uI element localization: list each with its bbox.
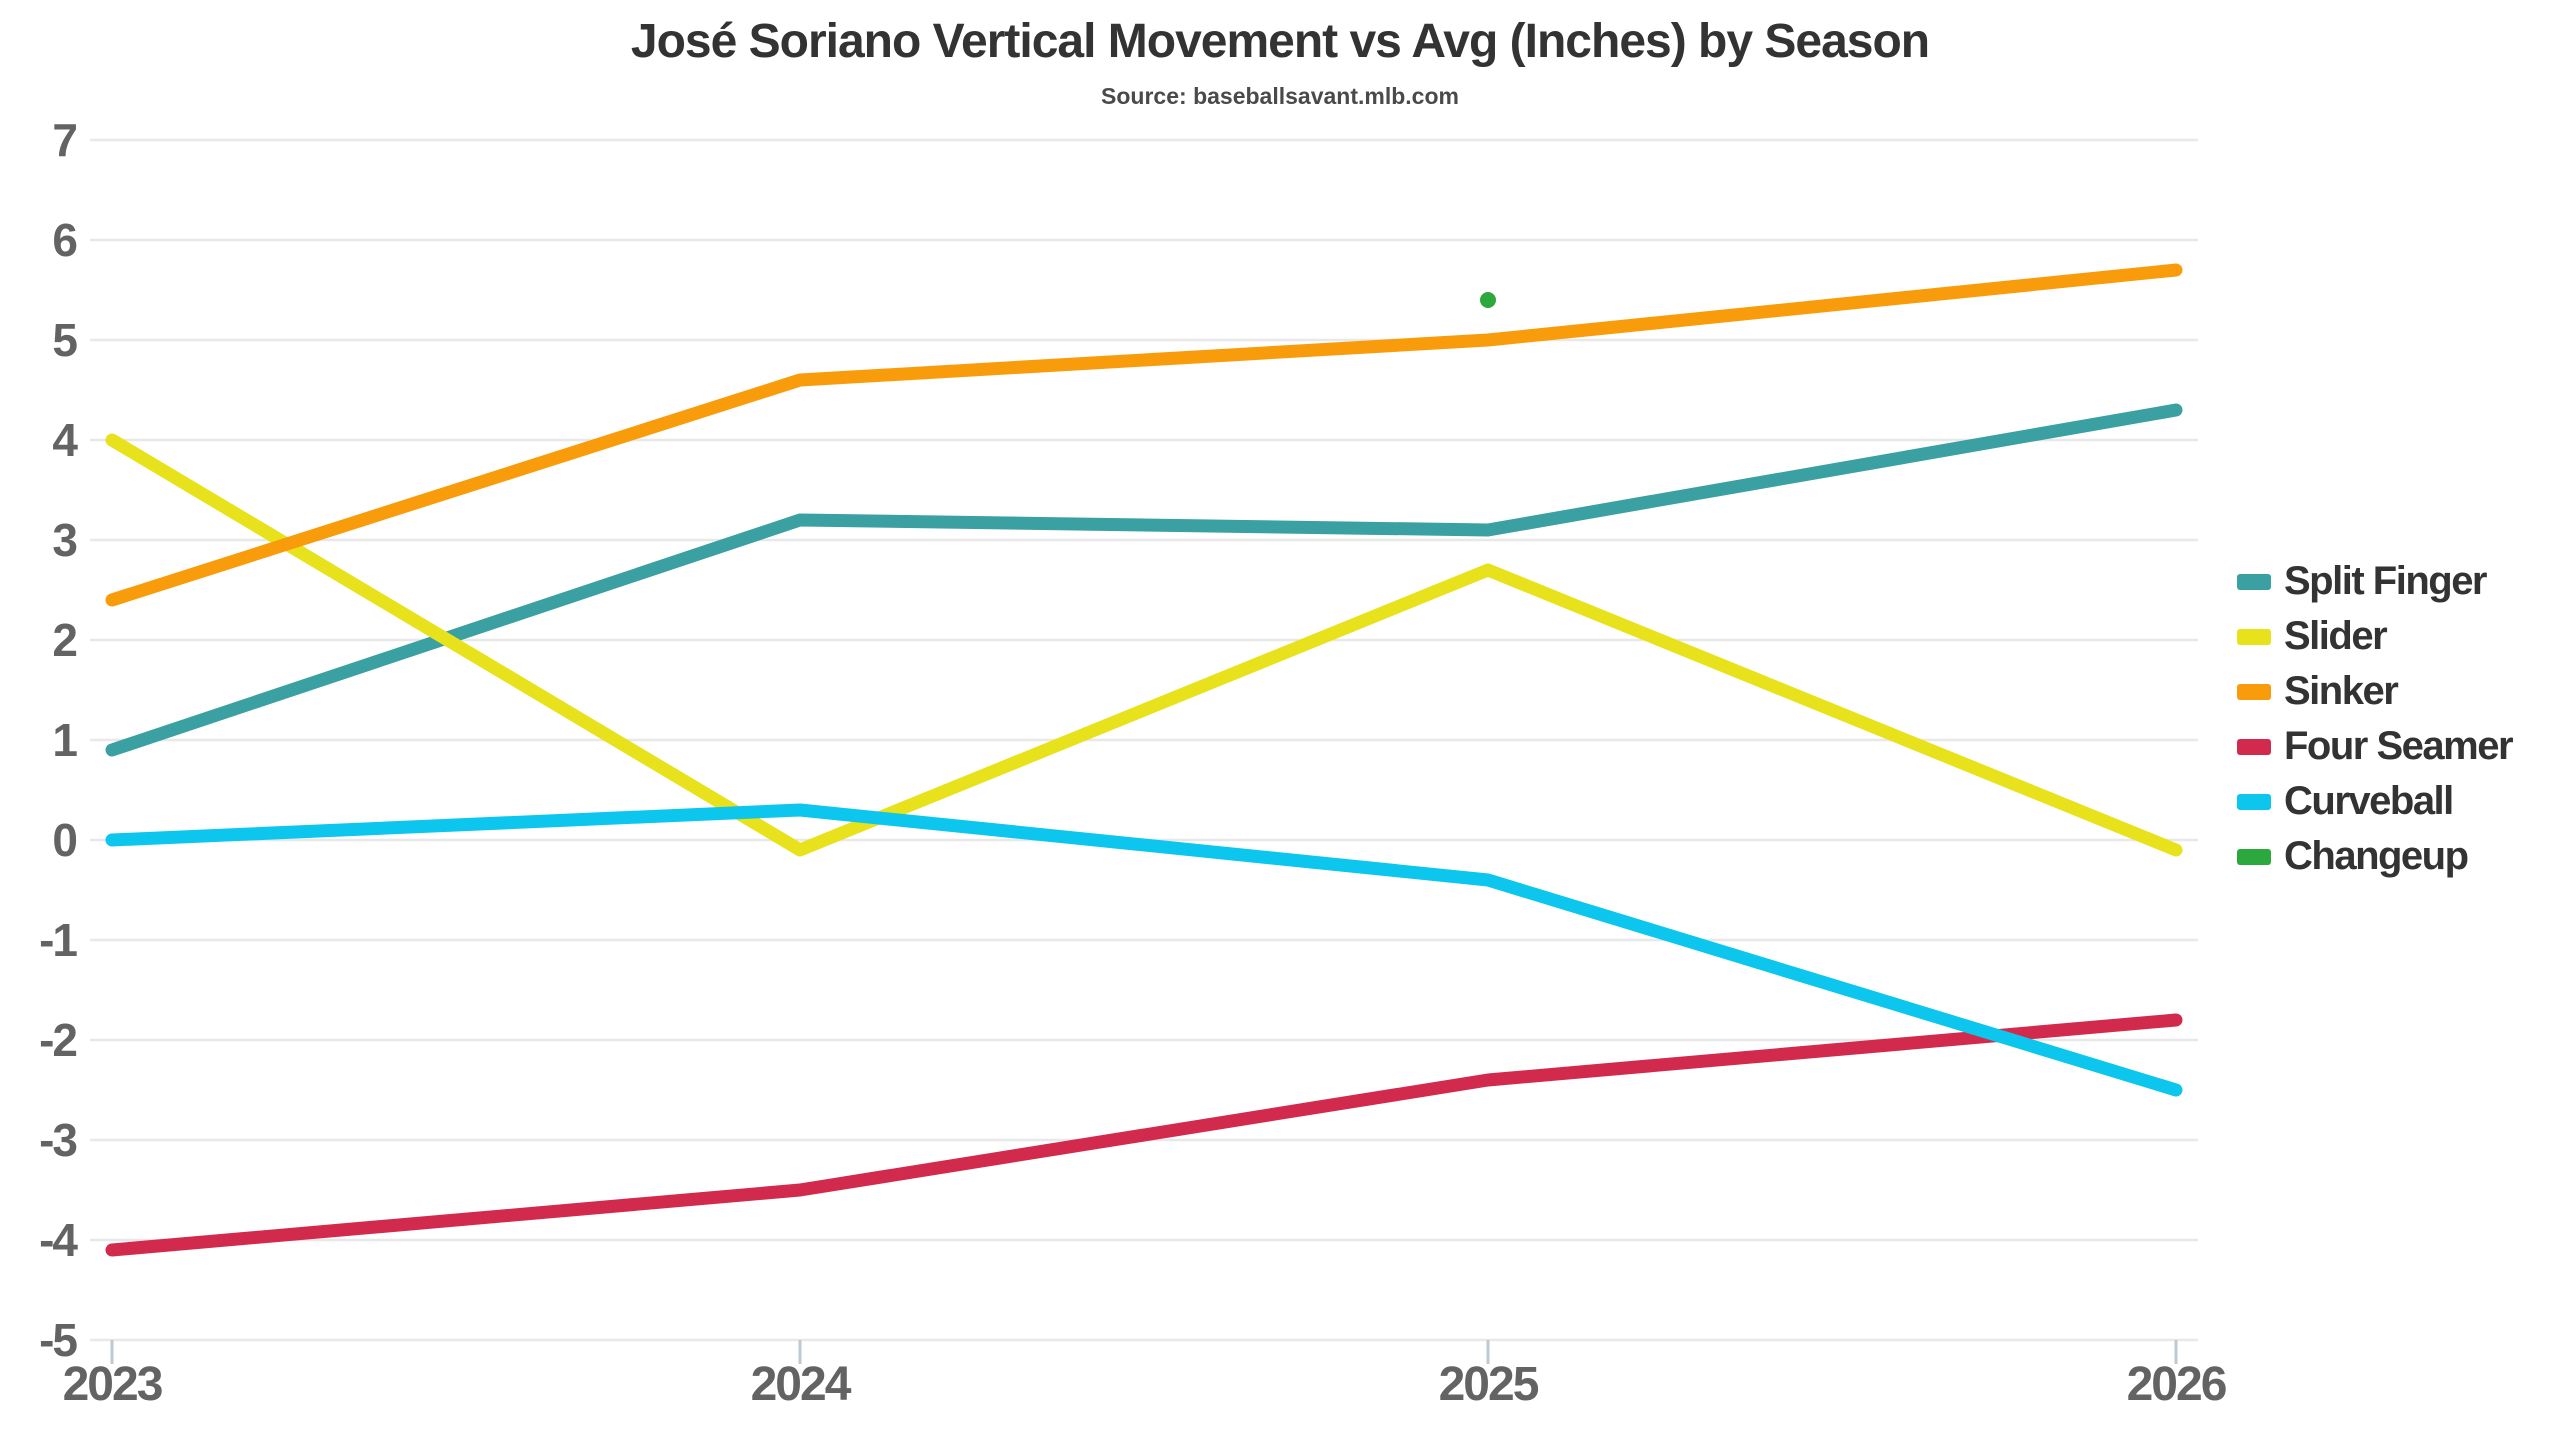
legend-label: Four Seamer xyxy=(2284,724,2514,768)
y-axis-tick-label: 3 xyxy=(52,514,76,566)
series-line-slider xyxy=(105,433,2183,857)
series-line-curveball xyxy=(105,803,2183,1097)
legend: Split Finger Slider Sinker Four Seamer C… xyxy=(2237,554,2514,884)
legend-item-four-seamer: Four Seamer xyxy=(2237,719,2514,774)
y-axis-tick-label: -2 xyxy=(39,1014,76,1066)
series-line-sinker xyxy=(105,263,2183,607)
y-axis-tick-label: 1 xyxy=(52,714,77,766)
legend-label: Slider xyxy=(2284,614,2388,658)
series-point-changeup xyxy=(1480,292,1496,308)
y-axis-tick-label: 0 xyxy=(52,814,76,866)
legend-swatch-icon xyxy=(2237,683,2271,700)
legend-swatch-icon xyxy=(2237,573,2271,590)
y-axis-tick-label: 2 xyxy=(52,614,76,666)
y-axis-tick-label: -3 xyxy=(39,1114,76,1166)
y-axis-tick-label: -1 xyxy=(39,914,77,966)
x-axis-tick-label: 2025 xyxy=(1439,1358,1539,1411)
y-axis-tick-label: 6 xyxy=(52,214,76,266)
legend-label: Split Finger xyxy=(2284,559,2488,603)
legend-item-slider: Slider xyxy=(2237,609,2512,664)
legend-label: Curveball xyxy=(2284,779,2454,823)
legend-item-split-finger: Split Finger xyxy=(2237,554,2512,609)
x-axis-tick-label: 2023 xyxy=(63,1358,162,1411)
y-axis-tick-label: 5 xyxy=(52,314,77,366)
legend-item-changeup: Changeup xyxy=(2237,829,2512,884)
y-axis-tick-label: 4 xyxy=(52,414,78,466)
y-axis-tick-label: -5 xyxy=(39,1314,77,1366)
legend-label: Sinker xyxy=(2284,669,2399,713)
series-line-four-seamer xyxy=(105,1013,2183,1257)
legend-item-curveball: Curveball xyxy=(2237,774,2512,829)
x-axis-tick-label: 2024 xyxy=(751,1358,852,1411)
legend-swatch-icon xyxy=(2237,793,2271,810)
legend-swatch-icon xyxy=(2237,628,2271,645)
x-axis-tick-label: 2026 xyxy=(2127,1358,2226,1411)
legend-swatch-icon xyxy=(2237,738,2271,755)
y-axis-tick-label: 7 xyxy=(52,114,76,166)
legend-item-sinker: Sinker xyxy=(2237,664,2512,719)
legend-swatch-icon xyxy=(2237,848,2271,865)
legend-label: Changeup xyxy=(2284,834,2469,878)
y-axis-tick-label: -4 xyxy=(39,1214,78,1266)
series-line-split-finger xyxy=(105,403,2183,757)
